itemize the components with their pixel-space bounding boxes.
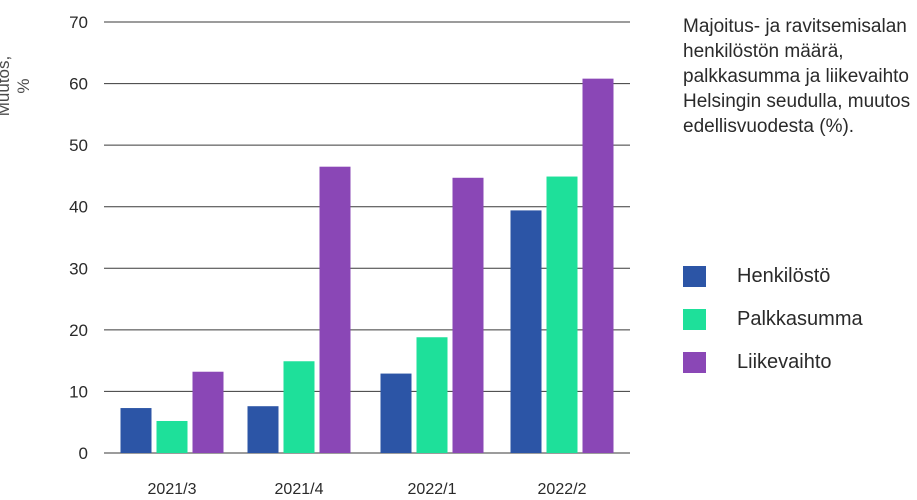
y-tick-label: 50 — [69, 136, 88, 155]
legend-label-liikevaihto: Liikevaihto — [737, 350, 832, 373]
x-tick-label: 2021/3 — [148, 481, 197, 498]
bar — [283, 361, 315, 453]
legend-swatch-liikevaihto — [683, 351, 706, 373]
x-tick-label: 2022/2 — [538, 481, 587, 498]
legend-label-palkkasumma: Palkkasumma — [737, 307, 863, 330]
legend-item-henkilosto: Henkilöstö — [683, 264, 863, 288]
bar — [156, 420, 188, 453]
y-tick-label: 10 — [69, 382, 88, 401]
bar — [416, 337, 448, 453]
y-tick-label: 30 — [69, 259, 88, 278]
legend-item-palkkasumma: Palkkasumma — [683, 307, 863, 331]
bar — [452, 177, 484, 454]
y-tick-label: 60 — [69, 75, 88, 94]
bar — [319, 166, 351, 453]
y-tick-label: 20 — [69, 321, 88, 340]
bar — [120, 408, 152, 453]
y-axis-label: Muutos, % — [0, 55, 33, 117]
bar — [192, 371, 224, 453]
y-tick-label: 70 — [69, 13, 88, 32]
chart-title: Majoitus- ja ravitsemisalan henkilöstön … — [683, 16, 911, 137]
bar — [247, 406, 279, 453]
legend-swatch-henkilosto — [683, 265, 706, 287]
legend-item-liikevaihto: Liikevaihto — [683, 350, 863, 374]
legend-swatch-palkkasumma — [683, 308, 706, 330]
y-tick-label: 0 — [79, 444, 88, 463]
bar — [582, 78, 614, 453]
x-tick-label: 2021/4 — [275, 481, 324, 498]
bar — [546, 176, 578, 453]
bar — [380, 373, 412, 453]
legend: Henkilöstö Palkkasumma Liikevaihto — [683, 264, 863, 393]
bar — [510, 210, 542, 453]
x-tick-label: 2022/1 — [408, 481, 457, 498]
y-tick-label: 40 — [69, 198, 88, 217]
legend-label-henkilosto: Henkilöstö — [737, 264, 831, 287]
